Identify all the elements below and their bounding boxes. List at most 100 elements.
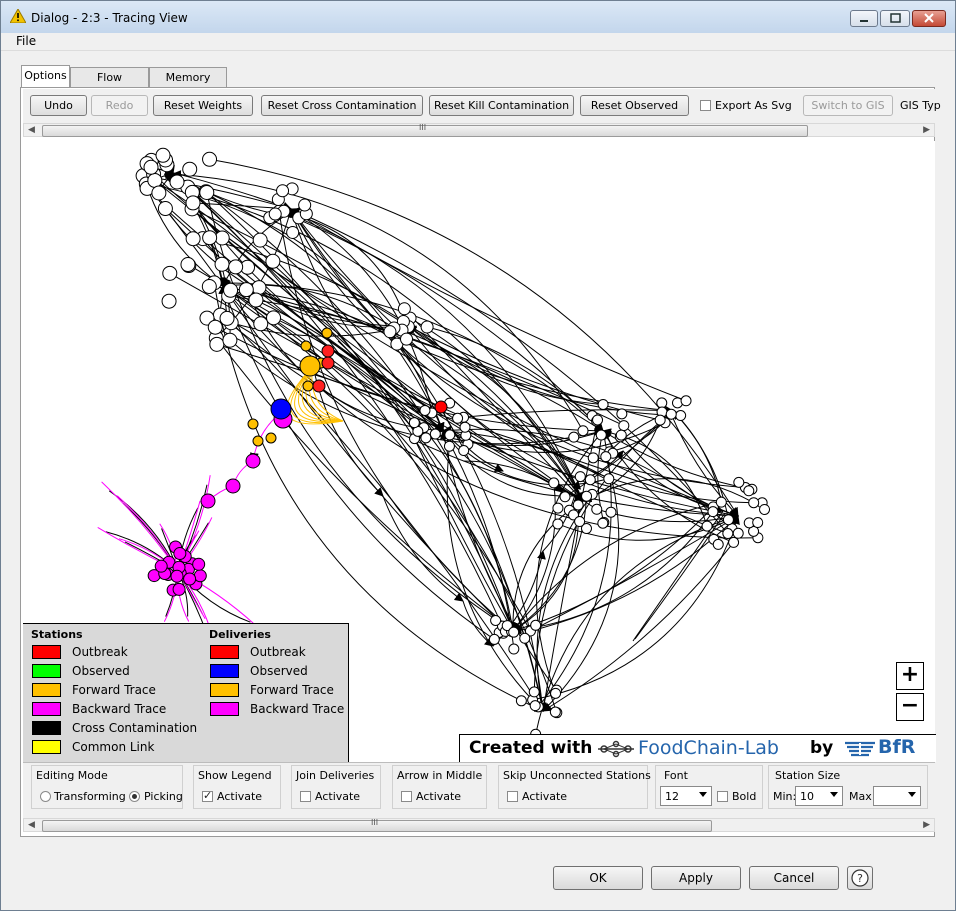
- station-node[interactable]: [419, 404, 431, 416]
- station-node[interactable]: [161, 293, 177, 309]
- scroll-right-icon[interactable]: ▶: [923, 820, 930, 830]
- station-node[interactable]: [552, 518, 564, 530]
- station-node[interactable]: [214, 230, 230, 246]
- station-node[interactable]: [615, 429, 627, 441]
- station-node[interactable]: [508, 626, 520, 638]
- station-nodes[interactable]: [135, 147, 771, 740]
- station-node[interactable]: [429, 428, 441, 440]
- forward-trace-station[interactable]: [299, 355, 321, 377]
- backward-trace-station[interactable]: [193, 569, 207, 583]
- observed-station[interactable]: [270, 398, 292, 420]
- station-node[interactable]: [400, 332, 414, 346]
- station-node[interactable]: [529, 700, 541, 712]
- title-bar[interactable]: Dialog - 2:3 - Tracing View: [1, 1, 955, 33]
- station-node[interactable]: [552, 502, 564, 514]
- station-node[interactable]: [574, 516, 586, 528]
- backward-trace-station[interactable]: [154, 559, 168, 573]
- station-node[interactable]: [722, 514, 734, 526]
- reset-observed-button[interactable]: Reset Observed: [580, 95, 689, 116]
- station-node[interactable]: [238, 282, 254, 298]
- font-bold-checkbox[interactable]: [717, 791, 728, 802]
- outbreak-station[interactable]: [321, 356, 335, 370]
- station-node[interactable]: [162, 265, 178, 281]
- skip-unconnected-checkbox[interactable]: [507, 791, 518, 802]
- cancel-button[interactable]: Cancel: [749, 866, 839, 890]
- maximize-button[interactable]: [880, 10, 910, 27]
- tracing-graph-canvas[interactable]: [23, 141, 935, 761]
- forward-trace-station[interactable]: [300, 340, 312, 352]
- station-node[interactable]: [733, 476, 745, 488]
- station-node[interactable]: [151, 185, 167, 201]
- station-node[interactable]: [605, 506, 617, 518]
- station-node[interactable]: [143, 159, 159, 175]
- zoom-in-button[interactable]: +: [896, 662, 924, 690]
- backward-trace-station[interactable]: [173, 547, 187, 561]
- backward-trace-station[interactable]: [225, 478, 241, 494]
- station-node[interactable]: [202, 151, 218, 167]
- station-node[interactable]: [452, 412, 464, 424]
- station-size-max-select[interactable]: [873, 786, 921, 806]
- station-node[interactable]: [584, 474, 596, 486]
- options-scrollbar[interactable]: ◀ III ▶: [23, 818, 935, 832]
- station-node[interactable]: [458, 445, 470, 457]
- station-node[interactable]: [228, 259, 244, 275]
- backward-trace-station[interactable]: [183, 572, 197, 586]
- station-node[interactable]: [597, 398, 609, 410]
- station-node[interactable]: [253, 316, 269, 332]
- station-node[interactable]: [223, 282, 239, 298]
- transforming-radio[interactable]: [40, 791, 51, 802]
- station-node[interactable]: [185, 231, 201, 247]
- menu-file[interactable]: File: [16, 34, 37, 48]
- reset-cross-contamination-button[interactable]: Reset Cross Contamination: [261, 95, 423, 116]
- station-node[interactable]: [701, 520, 713, 532]
- station-node[interactable]: [530, 619, 542, 631]
- zoom-out-button[interactable]: −: [896, 693, 924, 721]
- picking-radio[interactable]: [129, 791, 140, 802]
- station-node[interactable]: [268, 207, 282, 221]
- apply-button[interactable]: Apply: [651, 866, 741, 890]
- scroll-left-icon[interactable]: ◀: [28, 125, 35, 135]
- station-node[interactable]: [490, 614, 502, 626]
- station-node[interactable]: [654, 414, 666, 426]
- station-node[interactable]: [515, 695, 527, 707]
- tab-memory-policy[interactable]: Memory Policy: [149, 67, 227, 103]
- station-node[interactable]: [185, 195, 201, 211]
- station-node[interactable]: [549, 706, 561, 718]
- tab-options[interactable]: Options: [21, 65, 70, 88]
- export-svg-checkbox[interactable]: [700, 100, 711, 111]
- backward-trace-station[interactable]: [245, 453, 261, 469]
- font-size-select[interactable]: 12: [660, 786, 712, 806]
- station-node[interactable]: [276, 184, 290, 198]
- station-node[interactable]: [568, 431, 580, 443]
- station-node[interactable]: [519, 632, 531, 644]
- station-node[interactable]: [444, 429, 456, 441]
- station-node[interactable]: [251, 280, 267, 296]
- station-node[interactable]: [420, 320, 434, 334]
- help-button[interactable]: ?: [847, 866, 873, 890]
- forward-trace-station[interactable]: [265, 432, 277, 444]
- station-node[interactable]: [199, 184, 215, 200]
- station-node[interactable]: [597, 517, 609, 529]
- station-node[interactable]: [743, 485, 755, 497]
- station-node[interactable]: [214, 256, 230, 272]
- undo-button[interactable]: Undo: [30, 95, 87, 116]
- reset-kill-contamination-button[interactable]: Reset Kill Contamination: [429, 95, 574, 116]
- station-node[interactable]: [665, 408, 677, 420]
- station-node[interactable]: [408, 417, 420, 429]
- station-node[interactable]: [559, 491, 571, 503]
- redo-button[interactable]: Redo: [91, 95, 148, 116]
- station-node[interactable]: [587, 452, 599, 464]
- outbreak-station[interactable]: [312, 379, 326, 393]
- tab-flow-variables[interactable]: Flow Variables: [70, 67, 149, 103]
- station-node[interactable]: [488, 633, 500, 645]
- station-node[interactable]: [508, 643, 520, 655]
- reset-weights-button[interactable]: Reset Weights: [153, 95, 253, 116]
- station-node[interactable]: [748, 497, 760, 509]
- station-node[interactable]: [572, 499, 584, 511]
- station-node[interactable]: [722, 528, 734, 540]
- station-node[interactable]: [420, 432, 432, 444]
- backward-trace-station[interactable]: [170, 569, 184, 583]
- station-node[interactable]: [202, 230, 218, 246]
- station-node[interactable]: [252, 232, 268, 248]
- forward-trace-station[interactable]: [247, 418, 259, 430]
